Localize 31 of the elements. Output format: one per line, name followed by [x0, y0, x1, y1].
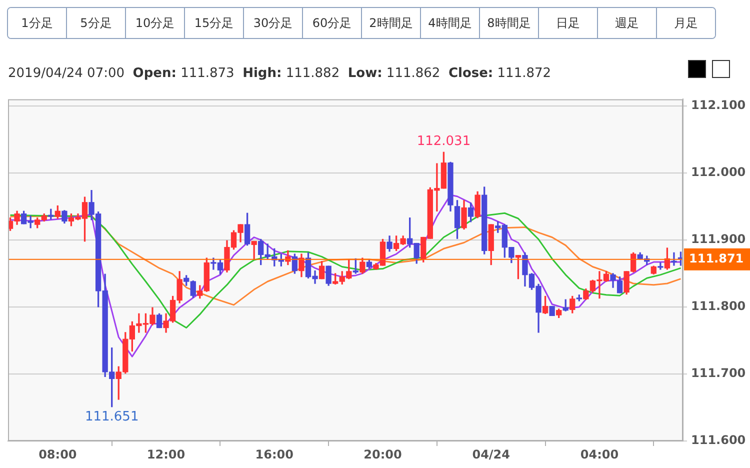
x-tick-label: 08:00 — [38, 447, 77, 462]
y-tick-label: 111.900 — [691, 232, 746, 246]
ref-line-label: 111.871 — [689, 252, 744, 266]
text: 2時間足 — [361, 8, 420, 38]
text: 日足 — [538, 8, 597, 38]
x-tick-label: 16:00 — [255, 447, 294, 462]
candlestick — [671, 252, 677, 266]
text: 30分足 — [243, 8, 302, 38]
x-tick-label: 20:00 — [364, 447, 402, 462]
y-tick-label: 111.800 — [691, 299, 746, 314]
text: 60分足 — [302, 8, 361, 38]
text: 8時間足 — [479, 8, 538, 38]
text: 週足 — [597, 8, 656, 38]
annotation: 111.651 — [84, 410, 139, 425]
y-tick-label: 111.700 — [691, 366, 746, 380]
candlestick — [658, 262, 664, 270]
annotation: 112.031 — [416, 134, 471, 150]
chart-title: 2019/04/24 07:00 Open: 111.873 High: 111.882 Low: 111.862 Close: 111.872 — [8, 66, 552, 81]
x-tick-label: 04/24 — [472, 447, 510, 462]
x-tick-label: 12:00 — [146, 447, 186, 462]
x-tick-label: 04:00 — [580, 447, 619, 462]
text: 月足 — [656, 8, 715, 38]
y-tick-label: 112.000 — [691, 165, 746, 180]
candlestick — [251, 240, 257, 260]
text: 10分足 — [125, 8, 184, 38]
text: 4時間足 — [420, 8, 479, 38]
text: 1分足 — [8, 8, 66, 38]
text: 5分足 — [66, 8, 125, 38]
y-tick-label: 111.600 — [691, 433, 746, 448]
y-tick-label: 112.100 — [691, 98, 746, 112]
text: 15分足 — [184, 8, 243, 38]
